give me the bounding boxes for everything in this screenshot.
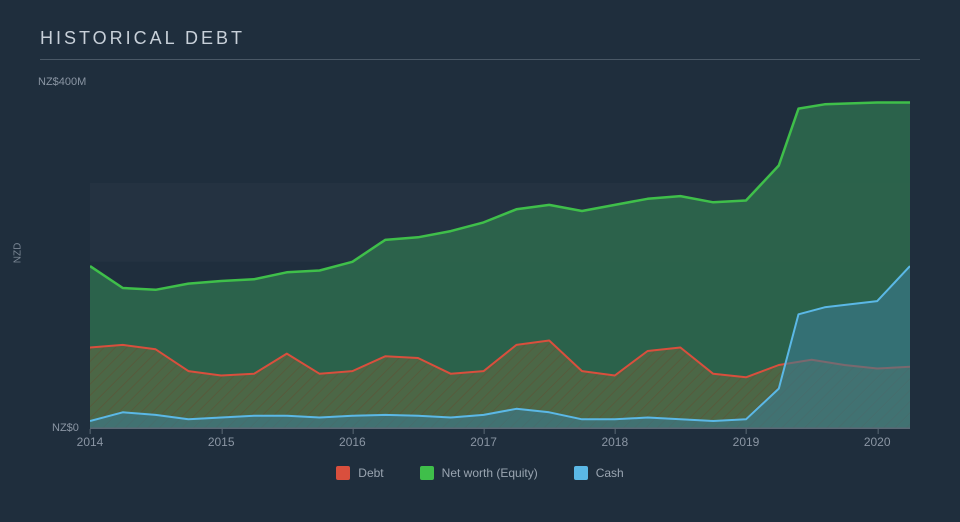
y-axis-label: NZD bbox=[13, 243, 24, 264]
plot-area bbox=[90, 78, 910, 428]
y-tick-top: NZ$400M bbox=[38, 76, 86, 88]
x-tick: 2020 bbox=[864, 435, 891, 449]
legend-item-cash: Cash bbox=[574, 466, 624, 480]
legend-swatch bbox=[420, 466, 434, 480]
x-tick: 2018 bbox=[601, 435, 628, 449]
chart-svg bbox=[90, 78, 910, 428]
x-tick: 2019 bbox=[733, 435, 760, 449]
legend-label: Debt bbox=[358, 466, 383, 480]
legend-item-equity: Net worth (Equity) bbox=[420, 466, 538, 480]
chart-container: HISTORICAL DEBT NZD NZ$400M NZ$0 2014 201… bbox=[0, 0, 960, 522]
legend-swatch bbox=[574, 466, 588, 480]
legend-label: Cash bbox=[596, 466, 624, 480]
y-tick-bottom: NZ$0 bbox=[52, 422, 79, 434]
chart-area: NZD NZ$400M NZ$0 20142015201620172018201… bbox=[40, 78, 920, 458]
legend-item-debt: Debt bbox=[336, 466, 383, 480]
legend-label: Net worth (Equity) bbox=[442, 466, 538, 480]
x-tick: 2015 bbox=[208, 435, 235, 449]
x-tick: 2014 bbox=[77, 435, 104, 449]
x-axis: 2014201520162017201820192020 bbox=[90, 428, 910, 458]
legend-swatch bbox=[336, 466, 350, 480]
x-tick: 2016 bbox=[339, 435, 366, 449]
x-tick: 2017 bbox=[470, 435, 497, 449]
chart-title: HISTORICAL DEBT bbox=[40, 28, 920, 60]
legend: Debt Net worth (Equity) Cash bbox=[40, 466, 920, 480]
